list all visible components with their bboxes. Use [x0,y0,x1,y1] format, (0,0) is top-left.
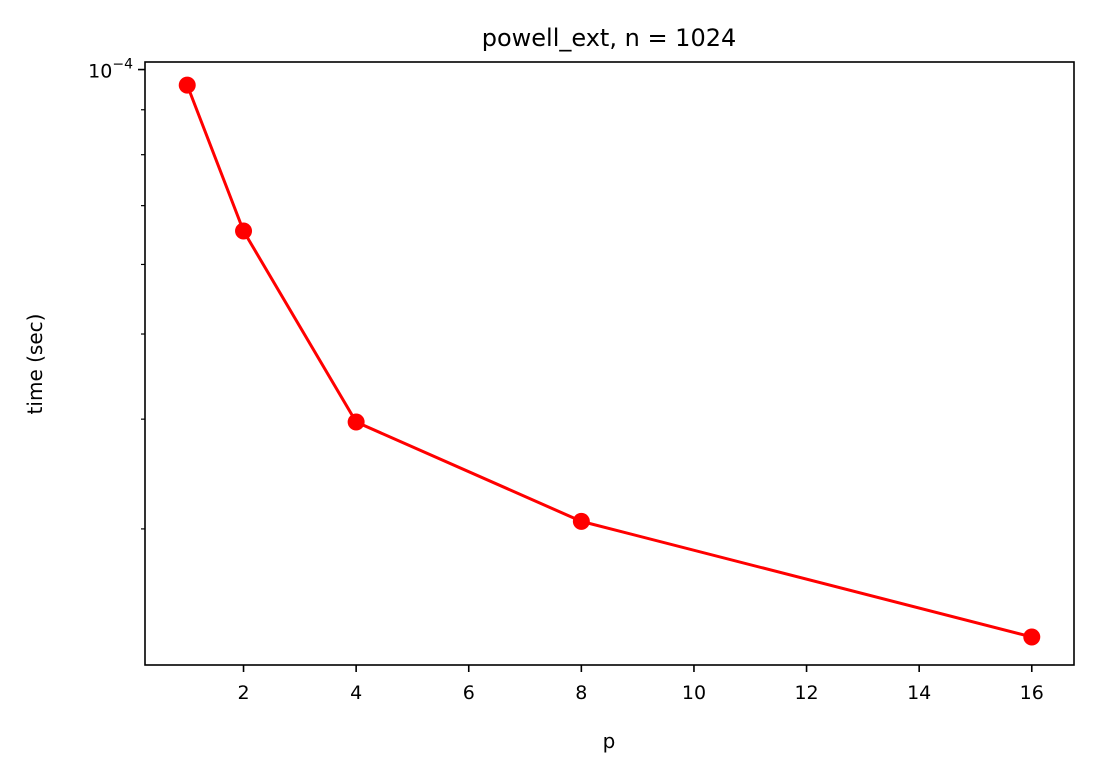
data-point [1023,628,1041,646]
x-axis-label: p [603,729,616,753]
data-point [235,222,253,240]
data-point [572,512,590,530]
chart-title: powell_ext, n = 1024 [482,24,737,52]
y-axis-label: time (sec) [23,314,47,415]
x-tick-label: 8 [575,682,587,704]
axis-ticks: 2 4 6 8 10 12 14 16 10−4 [88,57,1044,704]
x-tick-label: 2 [237,682,249,704]
x-tick-label: 14 [907,682,931,704]
series-layer [178,76,1041,646]
x-tick-label: 10 [682,682,706,704]
x-tick-label: 12 [794,682,818,704]
x-tick-label: 6 [463,682,475,704]
x-tick-label: 4 [350,682,362,704]
data-point [178,76,196,94]
axes-frame [144,61,1075,666]
y-tick-label: 10−4 [88,57,133,83]
x-tick-label: 16 [1020,682,1044,704]
data-point [347,413,365,431]
